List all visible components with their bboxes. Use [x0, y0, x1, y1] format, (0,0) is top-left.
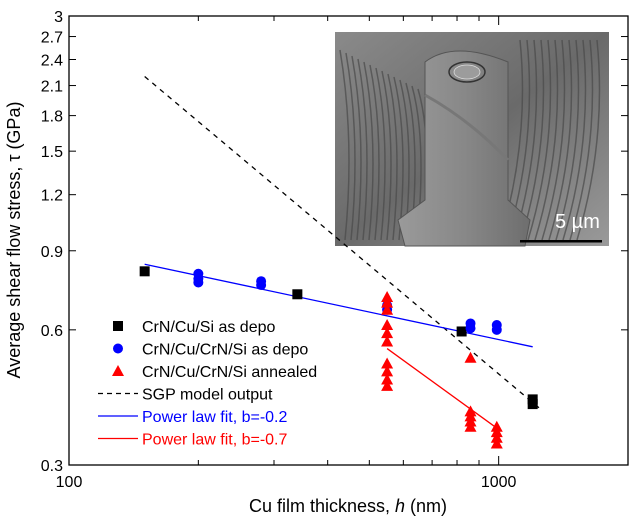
data-point-square: [139, 266, 150, 277]
x-axis-label: Cu film thickness, h (nm): [249, 496, 447, 516]
data-point-square: [292, 289, 303, 300]
data-point-triangle: [381, 327, 394, 339]
inset-texture: [520, 39, 545, 241]
data-point-triangle: [490, 426, 503, 438]
data-point-triangle: [464, 420, 477, 432]
inset-texture: [569, 39, 594, 241]
inset-texture: [548, 39, 573, 241]
y-tick-label: 1.5: [41, 144, 63, 161]
y-tick-label: 2.1: [41, 79, 63, 96]
legend-marker: [113, 321, 123, 331]
data-point-triangle: [490, 437, 503, 449]
fit-line: [386, 348, 500, 430]
y-tick-label: 1.2: [41, 188, 63, 205]
y-tick-label: 0.6: [41, 323, 63, 340]
scale-bar-label: 5 µm: [555, 211, 600, 233]
scale-bar: [520, 240, 602, 243]
fit-line: [144, 75, 541, 410]
inset-texture: [387, 73, 398, 241]
inset-texture: [576, 39, 601, 241]
data-point-triangle: [381, 379, 394, 391]
data-point-triangle: [464, 351, 477, 363]
inset-texture: [541, 39, 566, 241]
y-tick-label: 3: [54, 9, 63, 26]
legend-label: Power law fit, b=-0.7: [142, 432, 288, 449]
inset-texture: [381, 70, 392, 241]
inset-texture: [369, 64, 380, 241]
data-point-triangle: [381, 335, 394, 347]
x-tick-label: 100: [56, 474, 83, 491]
legend-label: CrN/Cu/CrN/Si as depo: [142, 342, 308, 359]
data-point-triangle: [381, 365, 394, 377]
data-point-triangle: [381, 319, 394, 331]
inset-texture: [534, 39, 559, 241]
y-tick-label: 0.9: [41, 244, 63, 261]
inset-texture: [339, 49, 350, 241]
plot-frame: [68, 15, 629, 466]
data-point-triangle: [381, 357, 394, 369]
legend-label: SGP model output: [142, 387, 273, 404]
data-point-circle: [465, 323, 476, 334]
data-point-circle: [193, 277, 204, 288]
data-point-triangle: [490, 431, 503, 443]
data-point-circle: [491, 324, 502, 335]
inset-sem-image: 5 µm: [335, 32, 609, 247]
data-point-triangle: [381, 303, 394, 315]
data-point-triangle: [381, 296, 394, 308]
inset-texture: [555, 39, 580, 241]
fit-line: [144, 263, 533, 348]
y-tick-label: 1.8: [41, 109, 63, 126]
inset-texture: [363, 61, 374, 241]
inset-texture: [351, 55, 362, 241]
data-point-circle: [256, 280, 267, 291]
data-point-square: [456, 326, 467, 337]
inset-texture: [562, 39, 587, 241]
y-tick-label: 0.3: [41, 458, 63, 475]
legend-label: Power law fit, b=-0.2: [142, 409, 288, 426]
inset-texture: [345, 52, 356, 241]
y-tick-label: 2.7: [41, 30, 63, 47]
legend-label: CrN/Cu/CrN/Si annealed: [142, 364, 317, 381]
inset-texture: [527, 39, 552, 241]
inset-texture: [375, 67, 386, 241]
legend: CrN/Cu/Si as depo CrN/Cu/CrN/Si as depo Cr…: [98, 319, 317, 449]
y-tick-label: 2.4: [41, 53, 63, 70]
legend-label: CrN/Cu/Si as depo: [142, 319, 275, 336]
x-tick-label: 1000: [481, 474, 517, 491]
data-point-triangle: [381, 291, 394, 303]
legend-marker: [112, 365, 124, 376]
legend-marker: [113, 343, 123, 354]
data-point-triangle: [381, 373, 394, 385]
inset-texture: [357, 58, 368, 241]
y-axis-label: Average shear flow stress, τ (GPa): [4, 102, 24, 379]
data-point-square: [527, 399, 538, 410]
